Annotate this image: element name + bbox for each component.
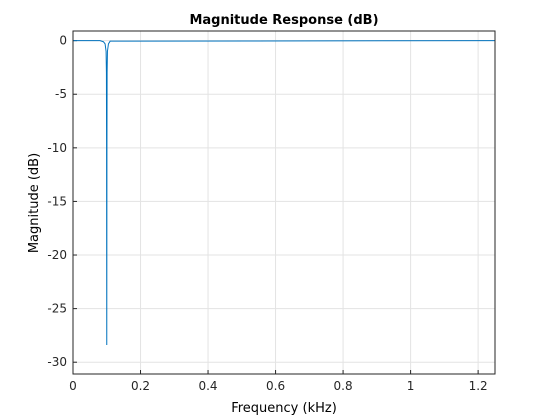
x-tick-label: 1 (407, 379, 415, 393)
y-tick-label: -10 (47, 141, 67, 155)
x-tick-label: 0.2 (131, 379, 150, 393)
chart-title: Magnitude Response (dB) (189, 13, 378, 28)
plot-area: 0 0.2 0.4 0.6 0.8 1 1.2 -30 -25 -20 -15 -10 -5 0 (47, 30, 496, 393)
y-tick-label: -20 (47, 248, 67, 262)
y-tick-label: -5 (55, 87, 67, 101)
x-tick-label: 1.2 (469, 379, 488, 393)
y-tick-label: -25 (47, 302, 67, 316)
x-tick-label: 0.8 (334, 379, 353, 393)
y-axis-label: Magnitude (dB) (27, 153, 42, 253)
x-tick-label: 0 (69, 379, 77, 393)
y-tick-label: -30 (47, 355, 67, 369)
y-tick-label: -15 (47, 194, 67, 208)
x-tick-label: 0.4 (198, 379, 217, 393)
data-line (73, 40, 496, 346)
y-tick-label: 0 (59, 34, 67, 48)
x-tick-label: 0.6 (266, 379, 285, 393)
axes-box (72, 30, 496, 375)
x-axis-label: Frequency (kHz) (231, 401, 337, 416)
